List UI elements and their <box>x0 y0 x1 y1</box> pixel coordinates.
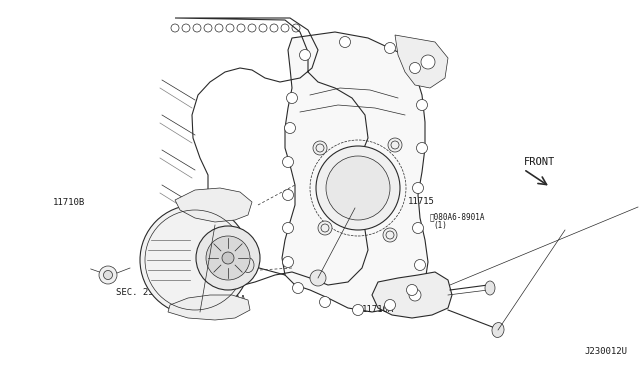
Circle shape <box>316 146 400 230</box>
Circle shape <box>318 221 332 235</box>
Circle shape <box>421 55 435 69</box>
Text: 11715: 11715 <box>408 197 435 206</box>
Circle shape <box>413 222 424 234</box>
Circle shape <box>287 93 298 103</box>
Circle shape <box>413 183 424 193</box>
Polygon shape <box>395 35 448 88</box>
Text: SEC. 231: SEC. 231 <box>116 288 159 296</box>
Circle shape <box>300 49 310 61</box>
Text: FRONT: FRONT <box>524 157 555 167</box>
Circle shape <box>99 266 117 284</box>
Circle shape <box>319 296 330 308</box>
Circle shape <box>417 142 428 154</box>
Circle shape <box>222 252 234 264</box>
Circle shape <box>206 236 250 280</box>
Circle shape <box>310 270 326 286</box>
Text: 11710B: 11710B <box>52 198 84 207</box>
Circle shape <box>385 299 396 311</box>
Circle shape <box>104 270 113 279</box>
Circle shape <box>282 222 294 234</box>
Ellipse shape <box>242 257 254 273</box>
Circle shape <box>282 157 294 167</box>
Circle shape <box>417 99 428 110</box>
Text: J230012U: J230012U <box>584 347 627 356</box>
Circle shape <box>406 285 417 295</box>
Circle shape <box>409 289 421 301</box>
Text: Ⓐ080A6-8901A: Ⓐ080A6-8901A <box>430 212 486 221</box>
Circle shape <box>292 282 303 294</box>
Ellipse shape <box>485 281 495 295</box>
Text: 11716AA: 11716AA <box>209 295 246 304</box>
Circle shape <box>326 156 390 220</box>
Circle shape <box>385 42 396 54</box>
Polygon shape <box>175 188 252 222</box>
Circle shape <box>415 260 426 270</box>
Ellipse shape <box>492 323 504 337</box>
Circle shape <box>313 141 327 155</box>
Text: (1): (1) <box>433 221 447 230</box>
Polygon shape <box>282 32 428 312</box>
Polygon shape <box>168 295 250 320</box>
Circle shape <box>410 62 420 74</box>
Circle shape <box>196 226 260 290</box>
Circle shape <box>282 189 294 201</box>
Circle shape <box>282 257 294 267</box>
Circle shape <box>285 122 296 134</box>
Circle shape <box>339 36 351 48</box>
Text: 11716A: 11716A <box>362 305 394 314</box>
Circle shape <box>353 305 364 315</box>
Circle shape <box>140 205 250 315</box>
Circle shape <box>388 138 402 152</box>
Polygon shape <box>372 272 452 318</box>
Circle shape <box>383 228 397 242</box>
